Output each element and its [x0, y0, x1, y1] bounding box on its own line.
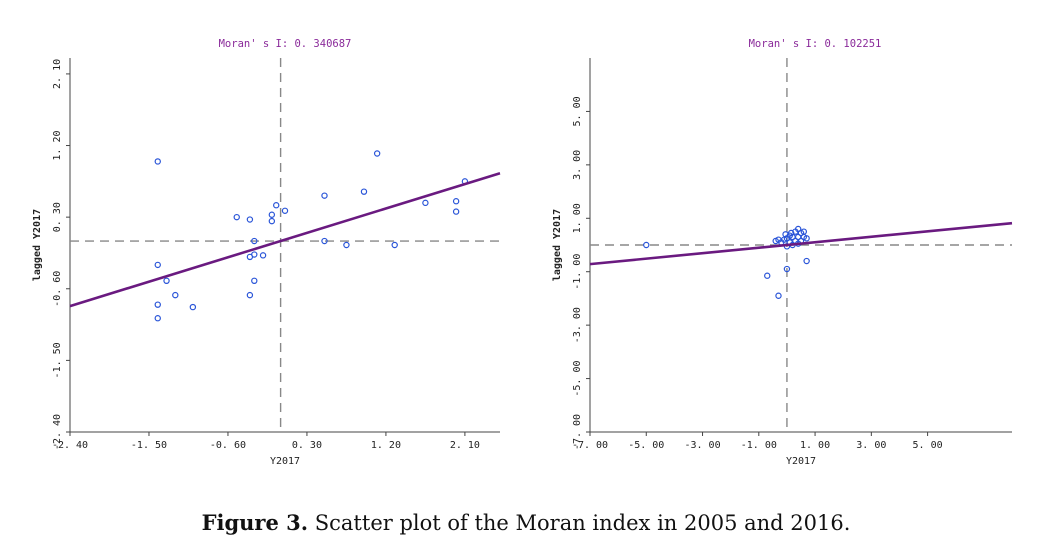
figure-caption-label: Figure 3. — [201, 510, 309, 535]
left-x-tick-label: -0. 60 — [210, 440, 246, 451]
left-data-point — [268, 211, 276, 218]
right-x-axis-label: Y2017 — [786, 456, 816, 467]
right-data-point — [782, 231, 789, 238]
left-y-tick-label: -1. 50 — [52, 342, 63, 378]
right-y-tick-label: -5. 00 — [572, 361, 583, 397]
left-x-tick-label: 1. 20 — [371, 440, 401, 451]
left-data-point — [233, 213, 240, 221]
left-data-point — [246, 216, 254, 223]
left-data-point — [343, 241, 350, 249]
left-y-axis-label: lagged Y2017 — [32, 209, 43, 281]
left-y-tick-label: -2. 40 — [52, 414, 63, 450]
left-x-axis-label: Y2017 — [270, 456, 300, 467]
left-data-point — [246, 291, 254, 299]
left-data-point — [452, 208, 460, 215]
right-data-point — [764, 272, 771, 279]
left-data-point — [321, 237, 328, 245]
left-data-point — [154, 301, 161, 308]
left-data-point — [189, 303, 197, 311]
right-data-point — [643, 241, 650, 249]
left-y-tick-label: 0. 30 — [52, 202, 63, 232]
left-data-point — [422, 199, 429, 207]
left-data-point — [391, 241, 398, 249]
left-y-tick-label: 1. 20 — [52, 130, 63, 160]
right-chart-title: Moran' s I: 0. 102251 — [749, 38, 882, 50]
moran-scatter-plot-right: Moran' s I: 0. 102251 -7. 00 -5. 00 -3. 00 -… — [526, 0, 1052, 480]
right-y-tick-label: -7. 00 — [572, 414, 583, 450]
left-y-tick-label: 2. 10 — [52, 59, 63, 89]
left-chart-title: Moran' s I: 0. 340687 — [219, 38, 352, 50]
left-data-point — [452, 198, 460, 205]
left-data-point — [154, 158, 161, 165]
left-data-point — [273, 202, 280, 209]
left-data-point — [154, 315, 161, 322]
right-x-tick-label: -3. 00 — [684, 440, 720, 451]
left-data-point — [321, 192, 328, 199]
left-x-tick-label: 2. 10 — [450, 440, 480, 451]
right-y-tick-label: 5. 00 — [572, 96, 583, 126]
right-x-tick-label: -1. 00 — [741, 440, 777, 451]
left-regression-line — [69, 172, 501, 308]
right-y-tick-label: -3. 00 — [572, 307, 583, 343]
right-data-point — [800, 228, 808, 235]
right-data-point — [803, 257, 810, 265]
right-y-tick-label: 1. 00 — [572, 203, 583, 233]
right-y-tick-label: -1. 00 — [572, 254, 583, 290]
left-data-point — [154, 261, 161, 269]
right-x-tick-label: 1. 00 — [800, 440, 830, 451]
left-data-point — [172, 291, 179, 299]
left-x-tick-label: 0. 30 — [292, 440, 322, 451]
right-y-axis-label: lagged Y2017 — [552, 209, 563, 281]
left-data-point — [281, 207, 289, 214]
right-y-tick-label: 3. 00 — [572, 150, 583, 180]
right-x-tick-label: -7. 00 — [572, 440, 608, 451]
right-x-tick-label: 3. 00 — [856, 440, 886, 451]
figure-caption-text: Scatter plot of the Moran index in 2005 … — [308, 511, 851, 535]
left-data-point — [259, 252, 267, 259]
right-data-point — [787, 229, 795, 237]
moran-scatter-svg-right: Moran' s I: 0. 102251 -7. 00 -5. 00 -3. 00 -… — [552, 38, 1013, 467]
right-data-point — [775, 292, 782, 299]
left-x-tick-label: -1. 50 — [131, 440, 167, 451]
moran-scatter-plot-left: Moran' s I: 0. 340687 -2. 40 -1. 50 -0. 60 0… — [0, 0, 520, 480]
right-regression-line — [589, 221, 1013, 266]
left-data-point — [163, 277, 170, 285]
right-x-tick-label: 5. 00 — [913, 440, 943, 451]
moran-scatter-svg-left: Moran' s I: 0. 340687 -2. 40 -1. 50 -0. 60 0… — [32, 38, 501, 467]
figure-caption: Figure 3. Scatter plot of the Moran inde… — [0, 510, 1052, 535]
right-data-point — [803, 235, 810, 242]
right-x-tick-label: -5. 00 — [628, 440, 664, 451]
left-data-point — [251, 277, 258, 285]
left-data-point — [268, 217, 276, 225]
left-data-point — [373, 150, 381, 157]
right-data-point — [783, 265, 791, 273]
left-data-point — [251, 237, 258, 245]
left-y-tick-label: -0. 60 — [52, 271, 63, 307]
left-data-point — [360, 188, 368, 195]
left-x-tick-label: -2. 40 — [52, 440, 88, 451]
left-data-point — [246, 253, 254, 261]
